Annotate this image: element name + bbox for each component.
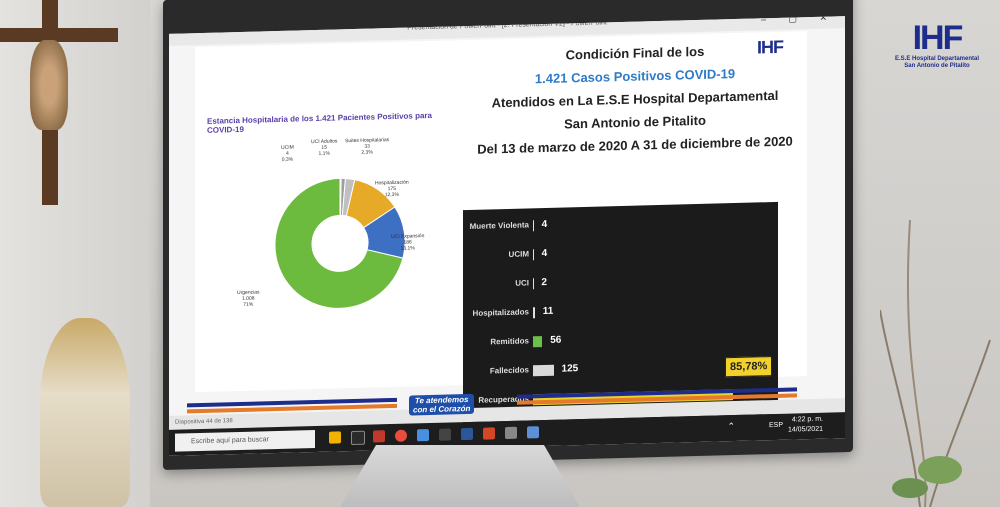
folder-icon[interactable] [329, 431, 341, 444]
pie-label-uci-adultos: UCI Adultos 15 1,1% [311, 138, 338, 157]
pie-label-urgencias: Urgencias 1.008 71% [237, 289, 260, 308]
monitor: Presentación de PowerPoint - [2. Present… [163, 0, 853, 471]
bar-label: UCIM [508, 249, 529, 259]
donut-chart [274, 177, 406, 309]
app-icon[interactable] [351, 430, 365, 446]
bar-row: Remitidos 56 [463, 326, 778, 352]
bar-value-label: 56 [550, 334, 562, 346]
crucifix-crossbar [0, 28, 118, 42]
angel-statue [40, 318, 130, 507]
pie-label-suites: Suites Hospitalarias 33 2,3% [345, 137, 390, 156]
powerpoint-icon[interactable] [483, 427, 495, 440]
slide: Estancia Hospitalaria de los 1.421 Pacie… [195, 31, 807, 441]
crucifix-figure [30, 40, 68, 130]
app-icon[interactable] [417, 429, 429, 442]
taskbar-search[interactable]: Escribe aquí para buscar [175, 430, 315, 452]
pie-label-hospitalizacion: Hospitalización 175 12,3% [375, 179, 409, 199]
language-indicator[interactable]: ESP [768, 421, 783, 430]
bar-label: Hospitalizados [472, 307, 529, 318]
percent-annotation: 85,78% [725, 356, 773, 378]
screen: Presentación de PowerPoint - [2. Present… [169, 16, 845, 456]
app-icon[interactable] [505, 426, 517, 440]
chrome-icon[interactable] [395, 429, 407, 442]
bar-label: Remitidos [490, 336, 529, 347]
bar [533, 307, 535, 319]
bar [533, 336, 543, 348]
hospital-logo: IHF [757, 36, 783, 58]
plant [880, 220, 991, 507]
bar [533, 249, 534, 261]
bar-value-label: 4 [541, 247, 548, 260]
word-icon[interactable] [461, 427, 473, 441]
bar-row: Muerte Violenta 4 [463, 210, 778, 236]
clock[interactable]: 4:22 p. m. 14/05/2021 [787, 415, 823, 434]
bar [533, 364, 554, 377]
tray-arrow-icon[interactable]: ⌃ [727, 421, 735, 432]
bar-label: UCI [515, 278, 529, 288]
pie-title: Estancia Hospitalaria de los 1.421 Pacie… [207, 110, 432, 135]
bar-row: UCI 2 [463, 268, 778, 294]
donut-slice-urgencias [274, 177, 404, 309]
slide-title: Condición Final de los 1.421 Casos Posit… [465, 37, 805, 161]
app-icon[interactable] [527, 426, 539, 439]
bar-row: UCIM 4 [463, 239, 778, 265]
bar [533, 220, 534, 232]
pie-label-ucim: UCIM 4 0,3% [281, 144, 294, 163]
bar-value-label: 125 [561, 363, 579, 375]
watermark-logo: IHF E.S.E Hospital Departamental San Ant… [894, 19, 980, 69]
app-icon[interactable] [439, 428, 451, 441]
bar-label: Muerte Violenta [469, 220, 529, 231]
pie-label-uci-expansion: UCI Expansión 186 13,1% [391, 233, 425, 252]
bar-value-label: 11 [542, 305, 554, 318]
monitor-stand [340, 445, 580, 507]
app-icon[interactable] [373, 430, 385, 443]
window-controls[interactable]: – ▢ ✕ [760, 16, 837, 25]
bar-row: Hospitalizados 11 [463, 297, 778, 323]
bar-value-label: 4 [541, 218, 548, 231]
bar-value-label: 2 [541, 276, 547, 289]
window-title: Presentación de PowerPoint - [2. Present… [407, 19, 607, 32]
slogan: Te atendemos con el Corazón [409, 393, 475, 416]
bar-label: Fallecidos [489, 365, 529, 376]
